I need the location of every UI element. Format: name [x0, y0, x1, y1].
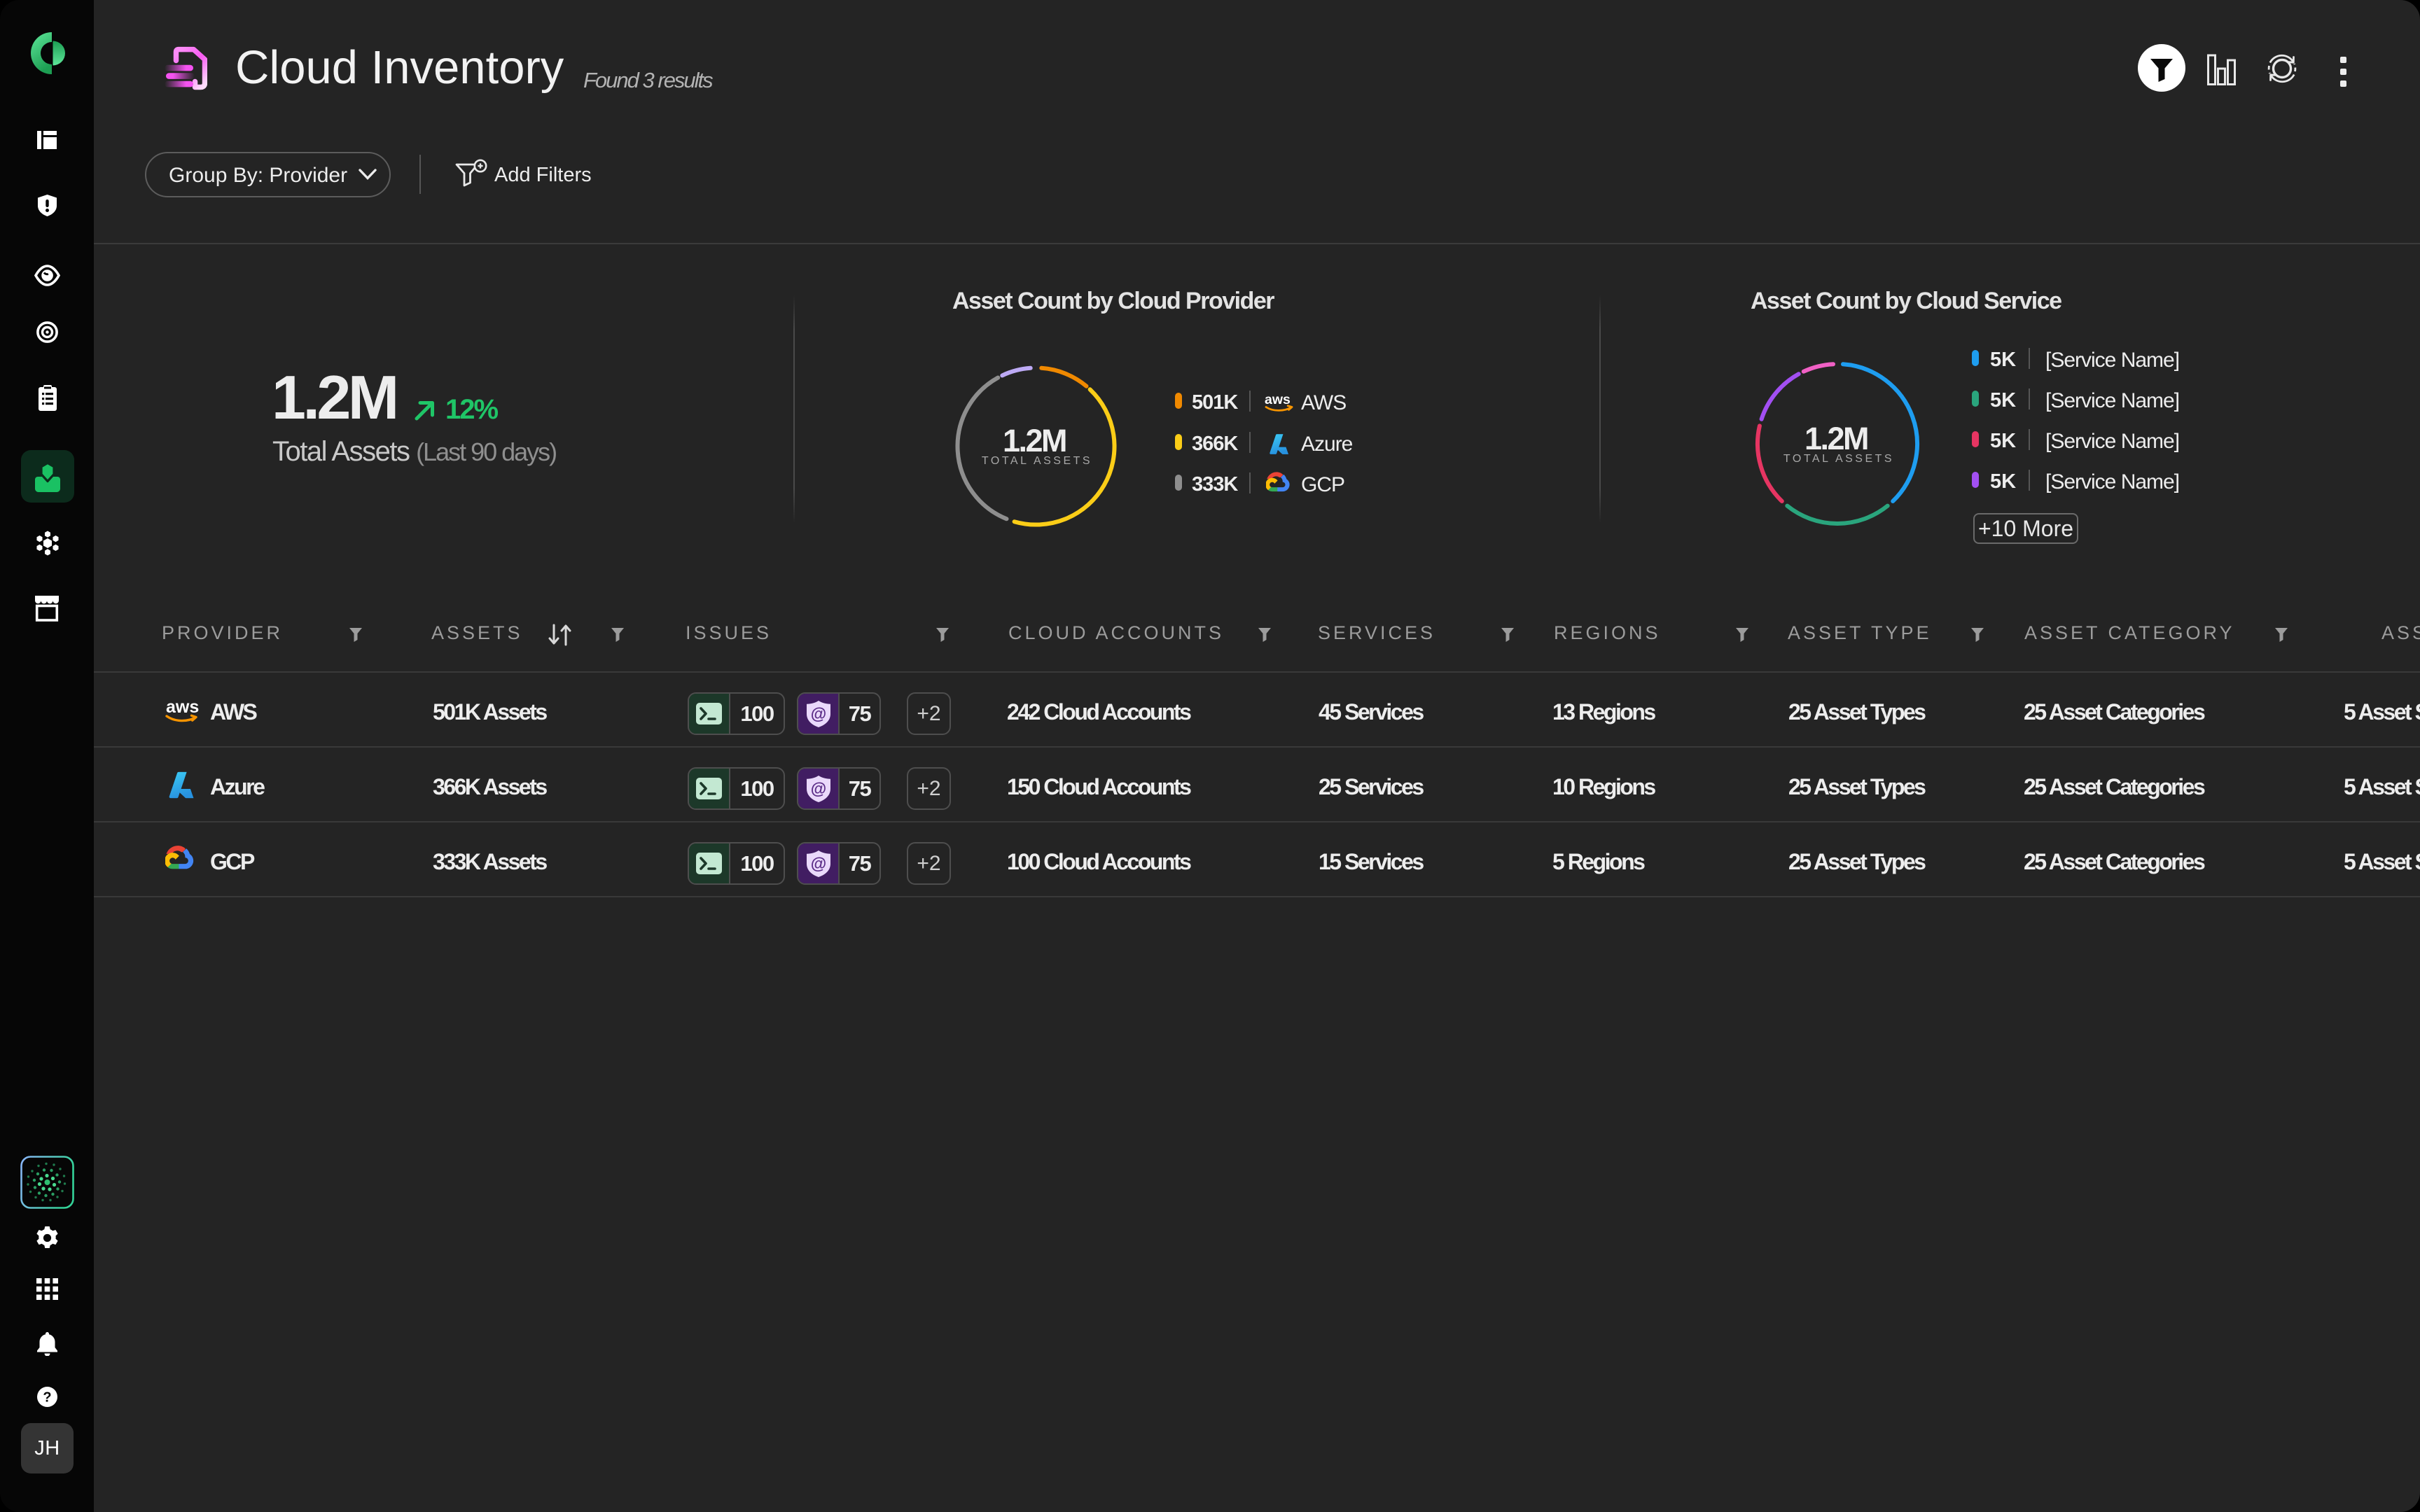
svg-text:aws: aws	[1265, 392, 1291, 407]
svg-text:@: @	[810, 779, 826, 797]
svg-text:@: @	[810, 704, 826, 722]
svg-text:?: ?	[43, 1390, 51, 1406]
svg-text:@: @	[810, 854, 826, 872]
svg-text:aws: aws	[166, 698, 199, 717]
